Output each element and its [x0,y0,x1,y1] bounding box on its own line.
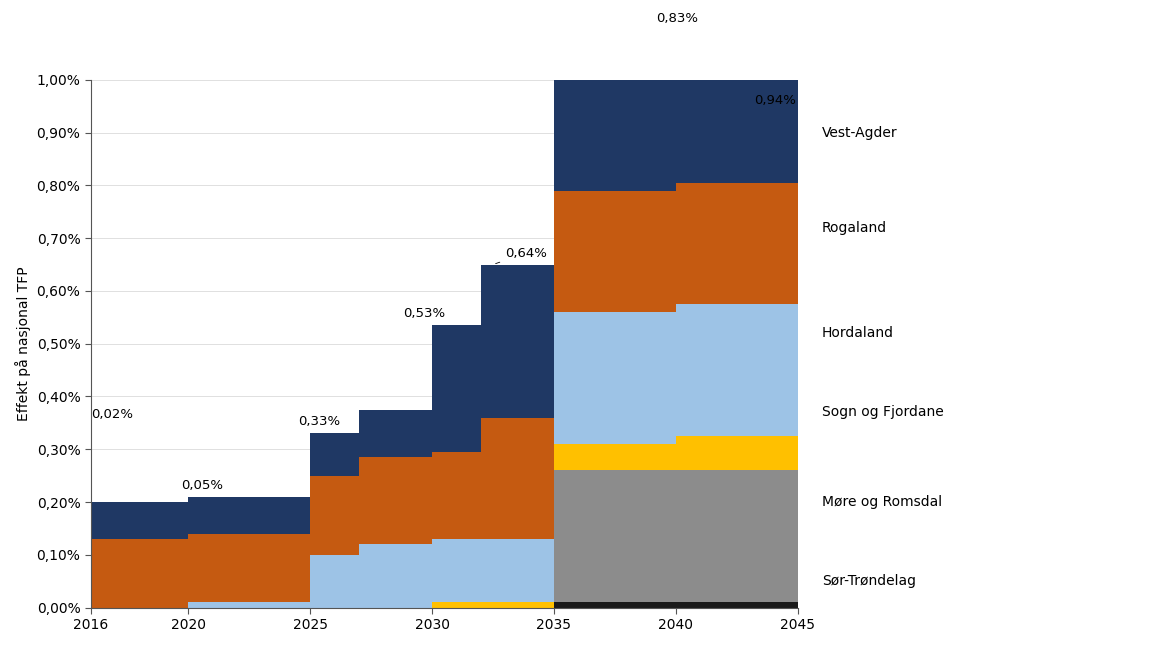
Text: Møre og Romsdal: Møre og Romsdal [822,495,942,509]
Text: 0,02%: 0,02% [91,408,133,421]
Text: 0,83%: 0,83% [656,12,699,25]
Text: Sør-Trøndelag: Sør-Trøndelag [822,574,916,588]
Text: 0,05%: 0,05% [182,479,223,492]
Text: 0,33%: 0,33% [298,415,340,428]
Text: Hordaland: Hordaland [822,326,894,340]
Text: 0,53%: 0,53% [403,307,445,320]
Text: Vest-Agder: Vest-Agder [822,126,897,140]
Text: 0,94%: 0,94% [754,94,796,107]
Text: Sogn og Fjordane: Sogn og Fjordane [822,405,943,419]
Text: Rogaland: Rogaland [822,221,887,235]
Text: 0,64%: 0,64% [495,247,547,263]
Y-axis label: Effekt på nasjonal TFP: Effekt på nasjonal TFP [15,267,31,421]
